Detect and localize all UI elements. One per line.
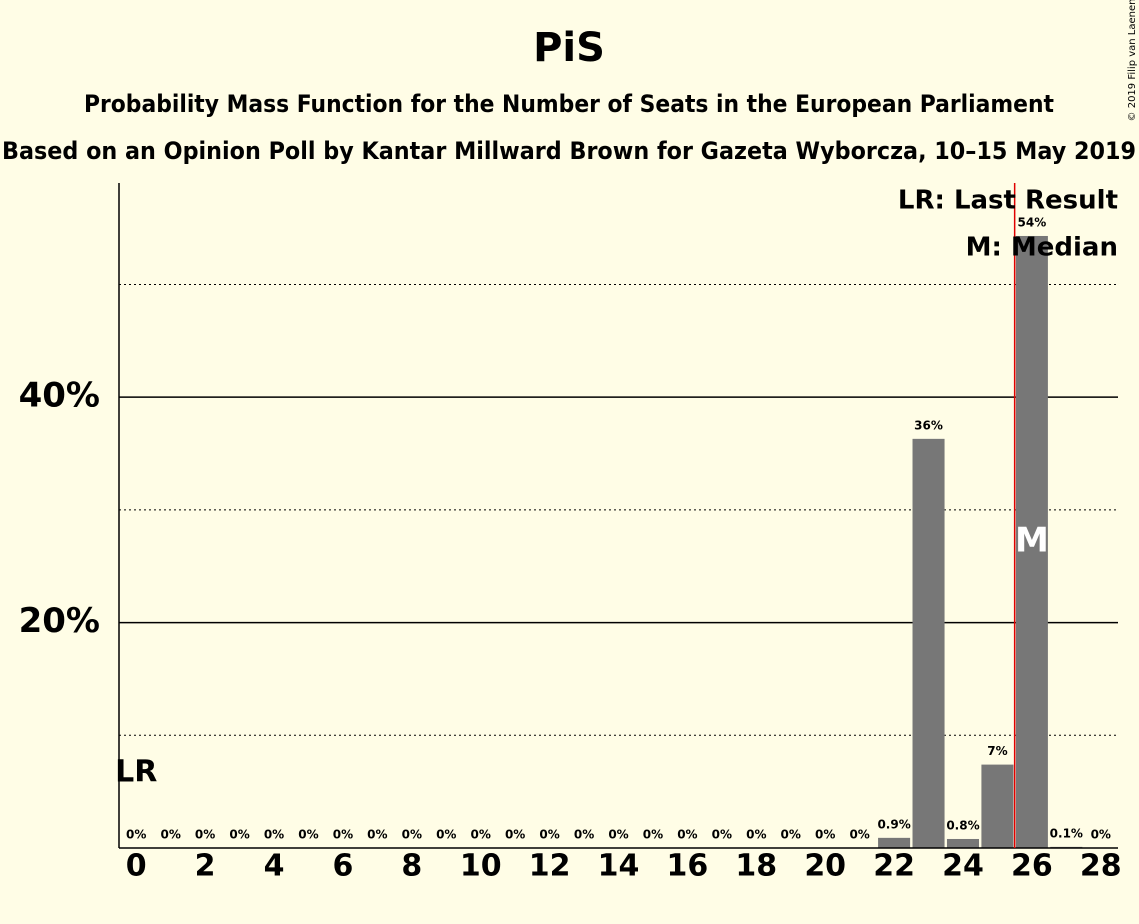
chart-subtitle: Probability Mass Function for the Number… xyxy=(84,90,1054,118)
legend-entry: LR: Last Result xyxy=(898,186,1118,216)
chart-subtitle: Based on an Opinion Poll by Kantar Millw… xyxy=(2,137,1136,165)
value-label: 0% xyxy=(781,828,801,842)
y-tick-label: 40% xyxy=(19,376,100,416)
x-tick-label: 16 xyxy=(667,849,709,884)
value-label: 0% xyxy=(160,828,180,842)
last-result-label: LR xyxy=(115,755,157,790)
x-tick-label: 6 xyxy=(332,849,353,884)
x-tick-label: 0 xyxy=(126,849,147,884)
bar xyxy=(981,764,1014,848)
value-label: 0% xyxy=(574,828,594,842)
x-tick-label: 12 xyxy=(529,849,571,884)
value-label: 0% xyxy=(126,828,146,842)
value-label: 0% xyxy=(1091,828,1111,842)
value-label: 0% xyxy=(298,828,318,842)
legend-entry: M: Median xyxy=(966,233,1118,263)
bar xyxy=(946,838,980,848)
x-tick-label: 26 xyxy=(1011,849,1053,884)
value-label: 0% xyxy=(608,828,628,842)
bar xyxy=(912,438,945,848)
x-tick-label: 8 xyxy=(401,849,422,884)
x-tick-label: 4 xyxy=(264,849,285,884)
y-tick-label: 20% xyxy=(19,601,100,641)
value-label: 0% xyxy=(367,828,387,842)
value-label: 0.8% xyxy=(946,818,979,832)
value-label: 0.1% xyxy=(1050,826,1083,840)
value-label: 7% xyxy=(987,744,1007,758)
chart-title: PiS xyxy=(533,25,605,71)
value-label: 0.9% xyxy=(877,817,910,831)
copyright: © 2019 Filip van Laenen xyxy=(1127,0,1138,121)
value-label: 0% xyxy=(505,828,525,842)
value-label: 0% xyxy=(195,828,215,842)
value-label: 54% xyxy=(1018,215,1047,229)
value-label: 0% xyxy=(264,828,284,842)
value-label: 0% xyxy=(229,828,249,842)
x-tick-label: 28 xyxy=(1080,849,1122,884)
value-label: 0% xyxy=(402,828,422,842)
value-label: 0% xyxy=(539,828,559,842)
bar xyxy=(878,837,911,848)
value-label: 0% xyxy=(643,828,663,842)
value-label: 0% xyxy=(471,828,491,842)
bar xyxy=(1015,235,1048,848)
x-tick-label: 2 xyxy=(195,849,216,884)
x-tick-label: 10 xyxy=(460,849,502,884)
value-label: 36% xyxy=(914,418,943,432)
x-tick-label: 20 xyxy=(804,849,846,884)
value-label: 0% xyxy=(746,828,766,842)
value-label: 0% xyxy=(849,828,869,842)
value-label: 0% xyxy=(712,828,732,842)
value-label: 0% xyxy=(333,828,353,842)
value-label: 0% xyxy=(815,828,835,842)
value-label: 0% xyxy=(436,828,456,842)
median-label: M xyxy=(1015,520,1049,560)
x-tick-label: 18 xyxy=(735,849,777,884)
value-label: 0% xyxy=(677,828,697,842)
x-tick-label: 22 xyxy=(873,849,915,884)
x-tick-label: 24 xyxy=(942,849,984,884)
x-tick-label: 14 xyxy=(598,849,640,884)
